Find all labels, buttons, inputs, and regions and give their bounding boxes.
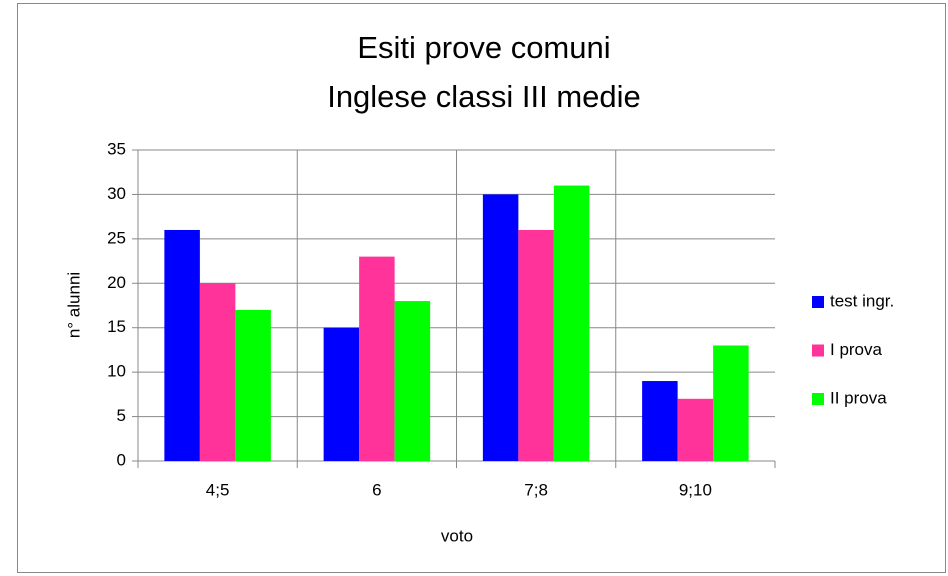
y-tick-label: 35 <box>107 139 126 158</box>
x-tick-label: 7;8 <box>524 480 548 499</box>
y-tick-label: 10 <box>107 362 126 381</box>
x-tick-label: 6 <box>372 480 381 499</box>
bar <box>164 229 200 461</box>
legend-label: test ingr. <box>830 291 894 310</box>
bar <box>199 283 236 461</box>
x-axis-label: voto <box>441 526 473 545</box>
bar <box>677 398 714 461</box>
legend-label: I prova <box>830 340 883 359</box>
bar <box>323 327 360 461</box>
y-tick-label: 0 <box>117 450 126 469</box>
legend-swatch <box>812 296 824 308</box>
bar <box>518 229 554 461</box>
x-tick-label: 9;10 <box>679 480 712 499</box>
y-tick-label: 25 <box>107 228 126 247</box>
bar <box>553 185 590 462</box>
y-tick-label: 20 <box>107 273 126 292</box>
y-tick-label: 30 <box>107 184 126 203</box>
bar <box>482 194 519 461</box>
y-tick-label: 5 <box>117 406 126 425</box>
bar <box>642 381 678 461</box>
legend-swatch <box>812 344 824 357</box>
y-tick-label: 15 <box>107 317 126 336</box>
chart-title: Esiti prove comuni <box>357 30 610 65</box>
legend-label: II prova <box>830 388 887 407</box>
bar <box>394 301 431 461</box>
legend-swatch <box>812 393 824 405</box>
bar <box>713 345 749 461</box>
y-axis-label: n° alunni <box>64 272 83 338</box>
chart-title: Inglese classi III medie <box>327 79 641 114</box>
x-tick-label: 4;5 <box>206 480 230 499</box>
bar <box>359 256 395 461</box>
bar <box>235 309 271 461</box>
